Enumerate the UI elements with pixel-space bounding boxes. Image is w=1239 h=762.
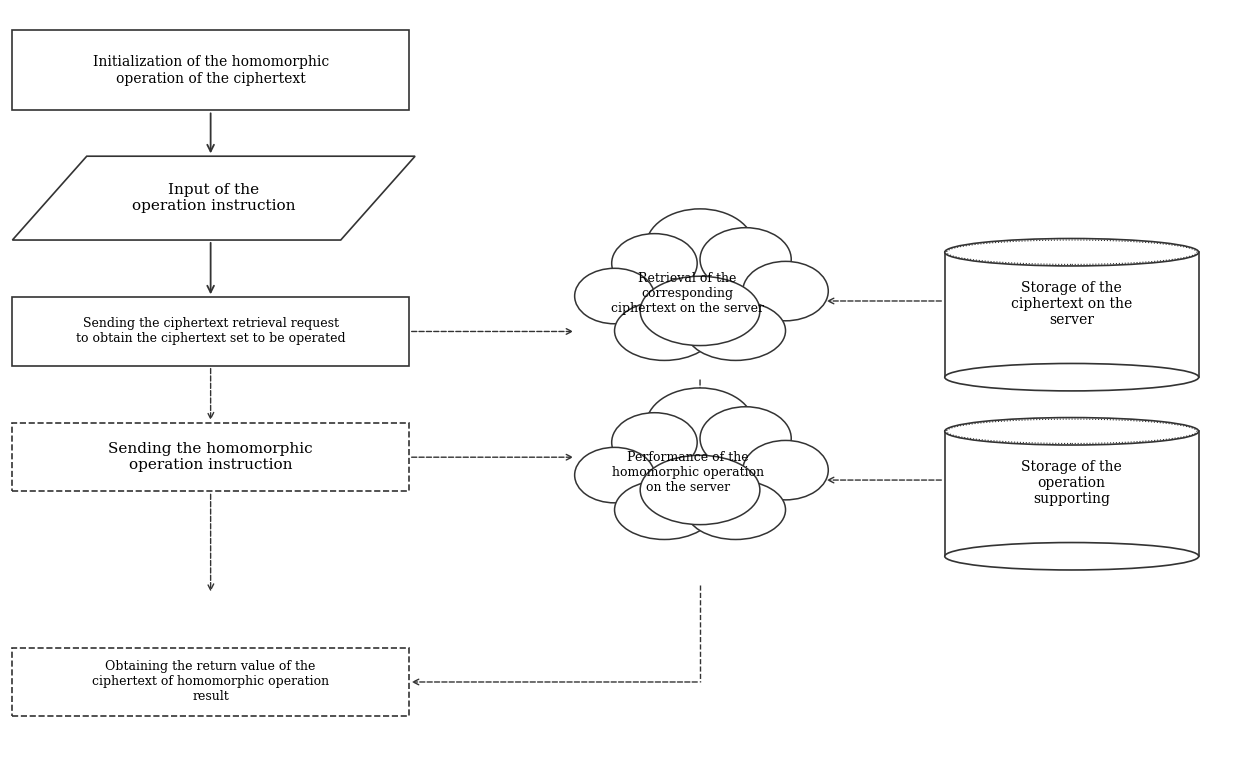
Ellipse shape: [646, 209, 755, 284]
Ellipse shape: [742, 261, 828, 321]
Text: Input of the
operation instruction: Input of the operation instruction: [133, 183, 295, 213]
Ellipse shape: [947, 419, 1197, 443]
Ellipse shape: [686, 301, 786, 360]
Text: Sending the ciphertext retrieval request
to obtain the ciphertext set to be oper: Sending the ciphertext retrieval request…: [76, 318, 346, 345]
Ellipse shape: [615, 301, 714, 360]
Polygon shape: [12, 156, 415, 240]
Ellipse shape: [686, 480, 786, 539]
Ellipse shape: [615, 480, 714, 539]
Ellipse shape: [575, 268, 654, 324]
Text: Sending the homomorphic
operation instruction: Sending the homomorphic operation instru…: [108, 442, 313, 472]
Bar: [944, 252, 1198, 377]
Text: Initialization of the homomorphic
operation of the ciphertext: Initialization of the homomorphic operat…: [93, 56, 328, 85]
Ellipse shape: [742, 440, 828, 500]
Ellipse shape: [612, 234, 698, 293]
Ellipse shape: [700, 407, 792, 470]
Bar: [12, 648, 409, 716]
Text: Obtaining the return value of the
ciphertext of homomorphic operation
result: Obtaining the return value of the cipher…: [92, 661, 330, 703]
Text: Storage of the
ciphertext on the
server: Storage of the ciphertext on the server: [1011, 280, 1132, 327]
Bar: [12, 423, 409, 491]
Ellipse shape: [944, 418, 1198, 445]
Ellipse shape: [944, 543, 1198, 570]
Text: Performance of the
homomorphic operation
on the server: Performance of the homomorphic operation…: [612, 451, 763, 494]
Text: Retrieval of the
corresponding
ciphertext on the server: Retrieval of the corresponding ciphertex…: [611, 272, 764, 315]
Ellipse shape: [641, 456, 760, 524]
Ellipse shape: [612, 413, 698, 472]
Ellipse shape: [944, 363, 1198, 391]
Ellipse shape: [947, 240, 1197, 264]
Bar: [12, 30, 409, 110]
Ellipse shape: [646, 388, 755, 463]
Bar: [944, 431, 1198, 556]
Text: Storage of the
operation
supporting: Storage of the operation supporting: [1021, 459, 1123, 506]
Ellipse shape: [641, 277, 760, 346]
Bar: [12, 297, 409, 366]
Ellipse shape: [575, 447, 654, 503]
Ellipse shape: [700, 228, 792, 291]
Ellipse shape: [944, 239, 1198, 266]
